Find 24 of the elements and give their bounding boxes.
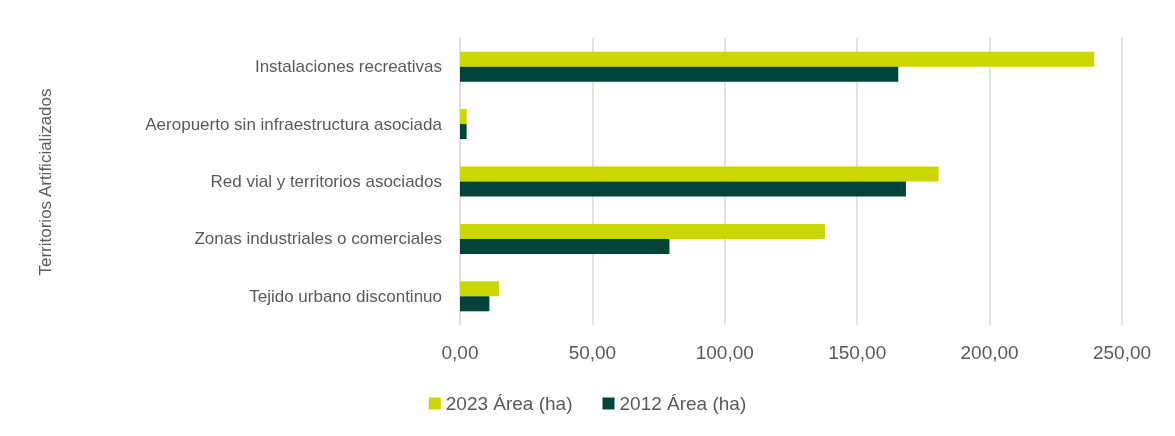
legend-label: 2012 Área (ha) [619,393,747,414]
x-tick-label: 150,00 [828,342,887,363]
bar [460,238,670,254]
bar [460,166,939,182]
x-tick-label: 50,00 [568,342,617,363]
bar [460,296,490,312]
y-tick-label: Aeropuerto sin infraestructura asociada [145,114,443,134]
text: Territorios Artificializados [35,88,55,276]
x-tick-label: 0,00 [441,342,479,363]
bar [460,223,825,239]
x-tick-label: 200,00 [960,342,1019,363]
x-tick-label: 250,00 [1092,342,1152,363]
legend-label: 2023 Área (ha) [445,393,573,414]
y-tick-label: Red vial y territorios asociados [210,172,442,191]
bar [460,124,467,140]
bar [460,51,1095,67]
y-tick-label: Instalaciones recreativas [254,57,442,77]
bar [460,181,906,197]
bar [460,66,899,82]
bar [460,281,499,297]
y-tick-label: Tejido urbano discontinuo [249,286,442,306]
x-tick-label: 100,00 [695,342,754,363]
bar [460,109,467,125]
y-tick-label: Zonas industriales o comerciales [194,229,442,249]
